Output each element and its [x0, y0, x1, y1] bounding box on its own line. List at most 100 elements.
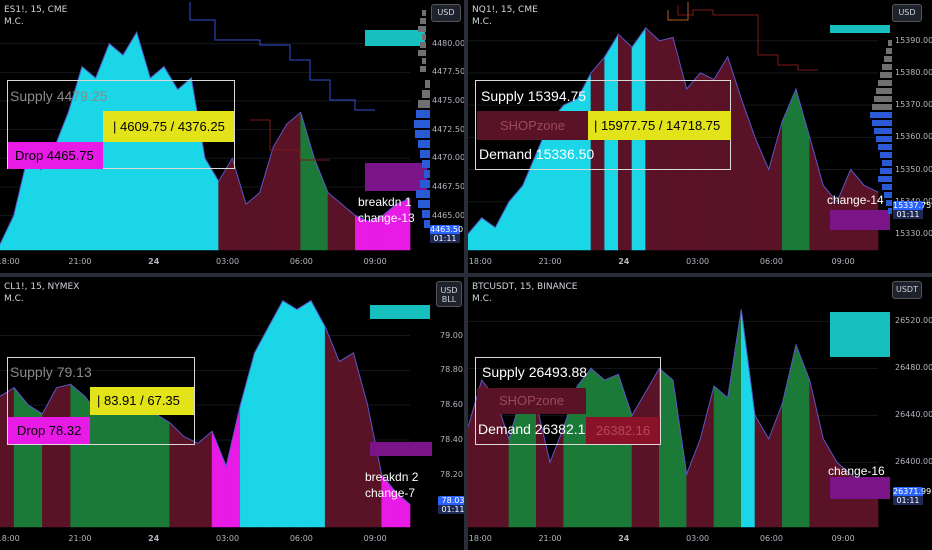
change-text: change-13 [358, 211, 415, 225]
area-segment [768, 121, 783, 251]
shopzone-label: SHOPzone [477, 388, 586, 414]
x-tick-label: 21:00 [538, 257, 562, 266]
change-note: change-14 [827, 193, 884, 207]
supply-box [7, 80, 235, 169]
volume-profile-bar [422, 58, 426, 64]
y-tick-label: 26400.00 [895, 457, 932, 467]
area-segment [232, 158, 247, 251]
breakdown-note: breakdn 2 change-7 [365, 469, 418, 501]
area-segment [286, 111, 301, 251]
area-segment [782, 88, 797, 251]
area-segment [713, 385, 728, 528]
chart-pane-cl[interactable]: CL1!, 15, NYMEX M.C. USD BLL 79.00 78.80 78… [0, 277, 464, 550]
drop-label: Drop 4465.75 [8, 142, 103, 169]
supply-box [475, 357, 661, 445]
volume-profile-bar [420, 18, 426, 24]
horizontal-divider[interactable] [0, 273, 932, 277]
currency-button[interactable]: USD [892, 4, 922, 22]
area-segment [741, 98, 756, 251]
x-tick-label: 09:00 [831, 257, 855, 266]
x-tick-label: 18:00 [0, 534, 20, 543]
volume-profile-bar [888, 40, 892, 46]
volume-profile-bar [878, 176, 892, 182]
volume-profile-bar [882, 184, 892, 190]
volume-profile-bar [878, 80, 892, 86]
volume-profile-bar [418, 100, 430, 108]
area-segment [659, 367, 674, 528]
volume-profile-bar [415, 130, 430, 138]
volume-profile-bar [882, 160, 892, 166]
volume-profile-bar [418, 200, 430, 208]
y-tick-label: 4465.00 [432, 210, 464, 220]
chart-pane-nq[interactable]: NQ1!, 15, CME M.C. USD 15390.00 15380.00 15… [468, 0, 932, 273]
volume-profile-bar [424, 170, 430, 178]
red-step-line [250, 119, 330, 161]
currency-button[interactable]: USD BLL [436, 281, 462, 307]
y-tick-label: 79.00 [440, 330, 463, 340]
area-segment [686, 438, 701, 528]
x-tick-label: 03:00 [216, 257, 240, 266]
x-tick-label: 09:00 [363, 534, 387, 543]
volume-profile-bar [876, 136, 892, 142]
volume-profile-bar [422, 10, 426, 16]
area-segment [727, 309, 742, 528]
change-text: change-7 [365, 486, 416, 500]
symbol-header: CL1!, 15, NYMEX M.C. [4, 281, 79, 305]
indicator-label: M.C. [472, 17, 492, 27]
supply-zone-bar [365, 30, 425, 46]
volume-profile-bar [414, 120, 430, 128]
y-tick-label: 26480.00 [895, 363, 932, 373]
volume-profile-bar [874, 96, 892, 102]
last-price-value: 78.03 [441, 496, 464, 506]
area-segment [508, 184, 523, 251]
y-tick-label: 78.80 [440, 365, 463, 375]
volume-profile-bar [416, 190, 430, 198]
area-segment [27, 157, 42, 251]
currency-button[interactable]: USD [431, 4, 461, 22]
bar-countdown: 01:11 [438, 505, 464, 515]
supply-zone-bar [370, 305, 430, 319]
supply-label: Supply 79.13 [10, 364, 92, 380]
x-tick-label: 18:00 [0, 257, 20, 266]
y-tick-label: 78.20 [440, 469, 463, 479]
currency-button[interactable]: USDT [892, 281, 922, 299]
area-segment [754, 414, 769, 528]
last-price-value: 15337.75 [893, 200, 932, 210]
indicator-label: M.C. [4, 17, 24, 27]
chart-pane-es[interactable]: ES1!, 15, CME M.C. USD 4480.00 4477.50 4475… [0, 0, 464, 273]
demand-label: Demand 26382.16 [478, 421, 594, 437]
area-segment [13, 158, 28, 251]
x-tick-label: 09:00 [363, 257, 387, 266]
bar-countdown: 01:11 [430, 233, 460, 243]
area-segment [341, 203, 356, 251]
volume-profile-bar [880, 72, 892, 78]
supply-label: Supply 26493.88 [482, 364, 588, 380]
volume-profile-bar [422, 210, 430, 218]
area-segment [809, 380, 824, 528]
volume-profile-bar [420, 150, 430, 158]
volume-profile-bar [422, 34, 426, 40]
last-price-tag: 15337.75 01:11 [893, 200, 932, 219]
change-note: change-16 [828, 464, 885, 478]
y-tick-label: 4480.00 [432, 38, 464, 48]
symbol-label: ES1!, 15, CME [4, 5, 68, 15]
y-tick-label: 78.60 [440, 400, 463, 410]
x-tick-label: 06:00 [759, 257, 783, 266]
x-tick-label: 21:00 [68, 257, 92, 266]
volume-profile-bar [418, 50, 426, 56]
supply-label: Supply 15394.75 [481, 88, 587, 104]
chart-pane-btc[interactable]: BTCUSDT, 15, BINANCE M.C. USDT 26520.00 26… [468, 277, 932, 550]
drop-label: Drop 78.32 [8, 417, 90, 444]
volume-profile-bar [425, 80, 430, 88]
price-line [0, 30, 411, 245]
area-segment [300, 112, 315, 251]
volume-profile-bar [420, 180, 430, 188]
symbol-label: CL1!, 15, NYMEX [4, 282, 80, 292]
last-price-value: 4463.50 [430, 224, 464, 234]
last-price-tag: 4463.50 01:11 [430, 224, 464, 243]
area-segment [310, 300, 326, 528]
volume-profile-bar [870, 112, 892, 118]
demand-zone-bar [365, 163, 427, 191]
y-tick-label: 26520.00 [895, 316, 932, 326]
x-tick-label: 03:00 [686, 257, 710, 266]
